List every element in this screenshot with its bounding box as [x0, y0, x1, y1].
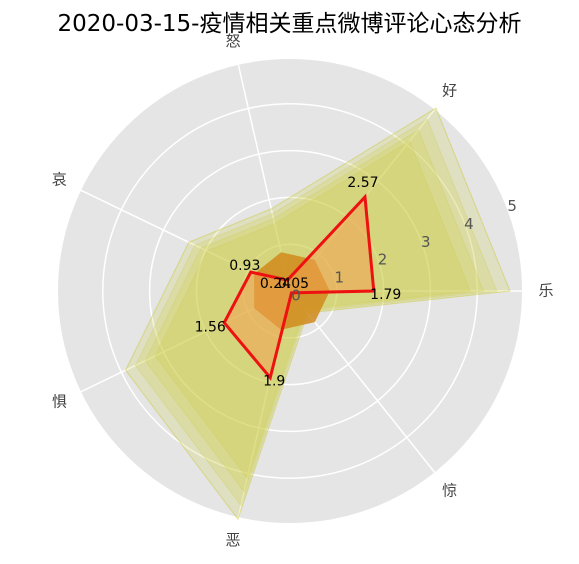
mean-series-line — [222, 193, 376, 381]
category-label-2: 好 — [442, 81, 457, 99]
category-label-5: 惧 — [52, 393, 67, 411]
radial-tick-1: 1 — [334, 269, 344, 287]
value-label-2: 2.57 — [347, 175, 378, 191]
radial-tick-5: 5 — [507, 197, 517, 215]
category-label-4: 哀 — [52, 170, 67, 188]
envelope-band-3 — [144, 129, 485, 493]
value-label-4: 0.93 — [229, 258, 260, 274]
radial-tick-3: 3 — [421, 233, 431, 251]
category-label-1: 乐 — [538, 282, 553, 300]
radial-tick-2: 2 — [378, 251, 388, 269]
envelope-band-4 — [154, 140, 472, 480]
radial-tick-0: 0 — [291, 287, 301, 305]
radial-ticks: 0 1 2 3 4 5 — [291, 197, 517, 305]
envelope-band-2 — [134, 118, 498, 507]
radial-tick-4: 4 — [464, 215, 474, 233]
envelope-band-1 — [124, 107, 511, 521]
value-label-7: 0.05 — [278, 276, 309, 292]
value-label-1: 1.79 — [370, 287, 401, 303]
mean-series: 1.79 2.57 0.240.93 1.56 1.9 0.05 — [195, 175, 402, 390]
category-label-3: 怒 — [226, 32, 241, 50]
value-label-3: 0.24 — [260, 276, 291, 292]
chart-title: 2020-03-15-疫情相关重点微博评论心态分析 — [57, 11, 522, 37]
value-label-6: 1.9 — [263, 374, 285, 390]
envelope-outline — [124, 107, 511, 521]
category-label-6: 恶 — [226, 531, 241, 549]
value-label-5: 1.56 — [195, 320, 226, 336]
category-label-7: 惊 — [442, 482, 457, 500]
mean-series-fill — [224, 196, 374, 378]
